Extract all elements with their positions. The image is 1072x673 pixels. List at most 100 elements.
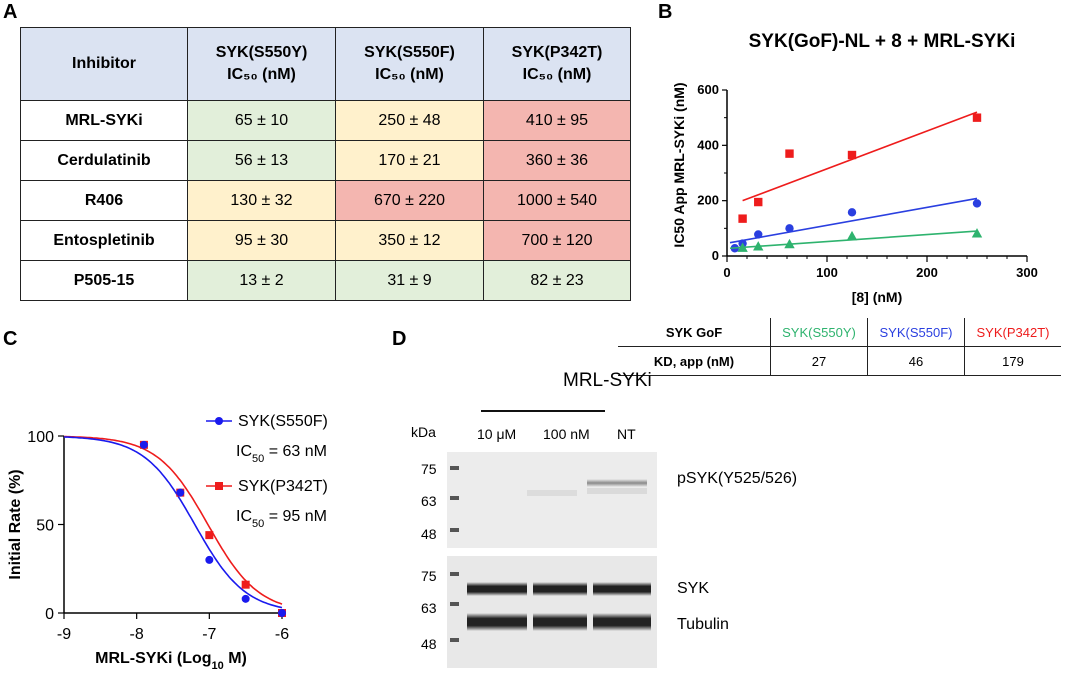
header-inhibitor: Inhibitor [20, 27, 188, 101]
y-axis-label: Initial Rate (%) [7, 469, 24, 579]
x-tick-label: -9 [57, 626, 71, 643]
marker-label: 63 [421, 600, 437, 616]
data-point-triangle [971, 228, 983, 238]
y-tick-label: 100 [27, 429, 54, 446]
data-point-circle [785, 224, 794, 233]
legend-ic50: IC50 = 95 nM [236, 508, 327, 530]
data-point-triangle [846, 230, 858, 241]
data-point-triangle [753, 241, 764, 251]
data-point-square [754, 197, 763, 207]
y-tick-label: 200 [697, 193, 719, 208]
y-tick-label: 50 [36, 518, 54, 535]
blot-image-bottom [447, 556, 657, 668]
panel-letter-d: D [392, 328, 407, 350]
ic50-cell: 130 ± 32 [187, 180, 336, 221]
data-point-circle [176, 488, 185, 497]
inhibitor-name: MRL-SYKi [20, 100, 188, 141]
x-tick-label: -8 [130, 626, 144, 643]
data-point-triangle [737, 242, 748, 252]
data-point-square [215, 482, 223, 490]
data-point-triangle [784, 238, 795, 249]
x-tick-label: 300 [1016, 265, 1038, 280]
ic50-cell: 13 ± 2 [187, 260, 336, 301]
ic50-cell: 350 ± 12 [335, 220, 484, 261]
ic50-table: Inhibitor SYK(S550Y) IC₅₀ (nM) SYK(S550F)… [20, 27, 631, 301]
data-point-square [241, 580, 250, 589]
data-point-square [205, 531, 214, 540]
y-tick-label: 0 [712, 248, 719, 263]
chart-c-dose-response: 0 50 100 -9 -8 -7 -6 MRL-SYKi (Log10 M) Initial … [7, 413, 328, 670]
data-point-circle [215, 417, 223, 425]
y-axis-label: IC50 App MRL-SYKi (nM) [671, 82, 687, 247]
y-tick-label: 0 [45, 606, 54, 623]
data-point-circle [241, 594, 250, 603]
data-point-circle [139, 440, 148, 449]
fit-line [729, 197, 978, 244]
x-tick-label: 0 [723, 265, 730, 280]
data-point-circle [847, 208, 857, 217]
kd-value: 46 [867, 346, 965, 376]
blot-group-bar [481, 410, 605, 412]
data-point-square [738, 214, 747, 223]
chart-b-kd-scatter: SYK(GoF)-NL + 8 + MRL-SYKi 0 200 400 600 0 100… [671, 31, 1038, 305]
data-point-circle [754, 230, 763, 239]
table-row: Entospletinib 95 ± 30 350 ± 12 700 ± 120 [20, 220, 631, 261]
ic50-cell: 95 ± 30 [187, 220, 336, 261]
lane-label: 100 nM [543, 426, 590, 442]
ic50-cell: 65 ± 10 [187, 100, 336, 141]
data-point-square [847, 150, 857, 160]
fit-line [742, 111, 978, 202]
ic50-cell: 31 ± 9 [335, 260, 484, 301]
blot-image-top [447, 452, 657, 548]
marker-label: 75 [421, 461, 437, 477]
ic50-cell: 250 ± 48 [335, 100, 484, 141]
inhibitor-name: P505-15 [20, 260, 188, 301]
kd-col-s550y: SYK(S550Y) [770, 318, 868, 347]
x-tick-label: -7 [202, 626, 216, 643]
inhibitor-name: Entospletinib [20, 220, 188, 261]
inhibitor-name: Cerdulatinib [20, 140, 188, 181]
table-row: P505-15 13 ± 2 31 ± 9 82 ± 23 [20, 260, 631, 301]
kd-col-p342t: SYK(P342T) [964, 318, 1061, 347]
legend-label: SYK(S550F) [238, 413, 328, 430]
header-s550f: SYK(S550F) IC₅₀ (nM) [335, 27, 484, 101]
band-label-psyk: pSYK(Y525/526) [677, 470, 798, 487]
lane-label: 10 μM [477, 426, 517, 442]
chart-b-title: SYK(GoF)-NL + 8 + MRL-SYKi [749, 31, 1016, 52]
marker-label: 48 [421, 526, 437, 542]
ic50-cell: 410 ± 95 [483, 100, 631, 141]
table-row: Cerdulatinib 56 ± 13 170 ± 21 360 ± 36 [20, 140, 631, 181]
ic50-cell: 56 ± 13 [187, 140, 336, 181]
data-point-circle [205, 555, 214, 564]
data-point-circle [972, 199, 982, 208]
x-tick-label: 100 [816, 265, 838, 280]
marker-label: 48 [421, 636, 437, 652]
ic50-cell: 670 ± 220 [335, 180, 484, 221]
legend-label: SYK(P342T) [238, 478, 328, 495]
inhibitor-name: R406 [20, 180, 188, 221]
lane-label: NT [617, 426, 636, 442]
x-tick-label: -6 [275, 626, 289, 643]
band-label-syk: SYK [677, 580, 710, 597]
ic50-cell: 360 ± 36 [483, 140, 631, 181]
kd-value: 179 [964, 346, 1061, 376]
western-blot-panel: MRL-SYKi kDa 10 μM 100 nM NT 75 63 48 pS… [407, 360, 1072, 670]
header-p342t: SYK(P342T) IC₅₀ (nM) [483, 27, 631, 101]
data-point-square [972, 113, 982, 122]
ic50-cell: 700 ± 120 [483, 220, 631, 261]
table-row: MRL-SYKi 65 ± 10 250 ± 48 410 ± 95 [20, 100, 631, 141]
table-row: R406 130 ± 32 670 ± 220 1000 ± 540 [20, 180, 631, 221]
y-tick-label: 600 [697, 82, 719, 97]
panel-letter-b: B [658, 1, 673, 23]
ic50-cell: 82 ± 23 [483, 260, 631, 301]
x-tick-label: 200 [916, 265, 938, 280]
legend-ic50: IC50 = 63 nM [236, 443, 327, 465]
blot-group-label: MRL-SYKi [563, 370, 652, 391]
fit-curve [63, 436, 283, 609]
marker-label: 63 [421, 493, 437, 509]
fit-curve [64, 435, 283, 605]
x-axis-label: [8] (nM) [852, 289, 903, 305]
ic50-cell: 170 ± 21 [335, 140, 484, 181]
kd-header-label: SYK GoF [618, 318, 771, 347]
data-point-square [785, 149, 794, 158]
